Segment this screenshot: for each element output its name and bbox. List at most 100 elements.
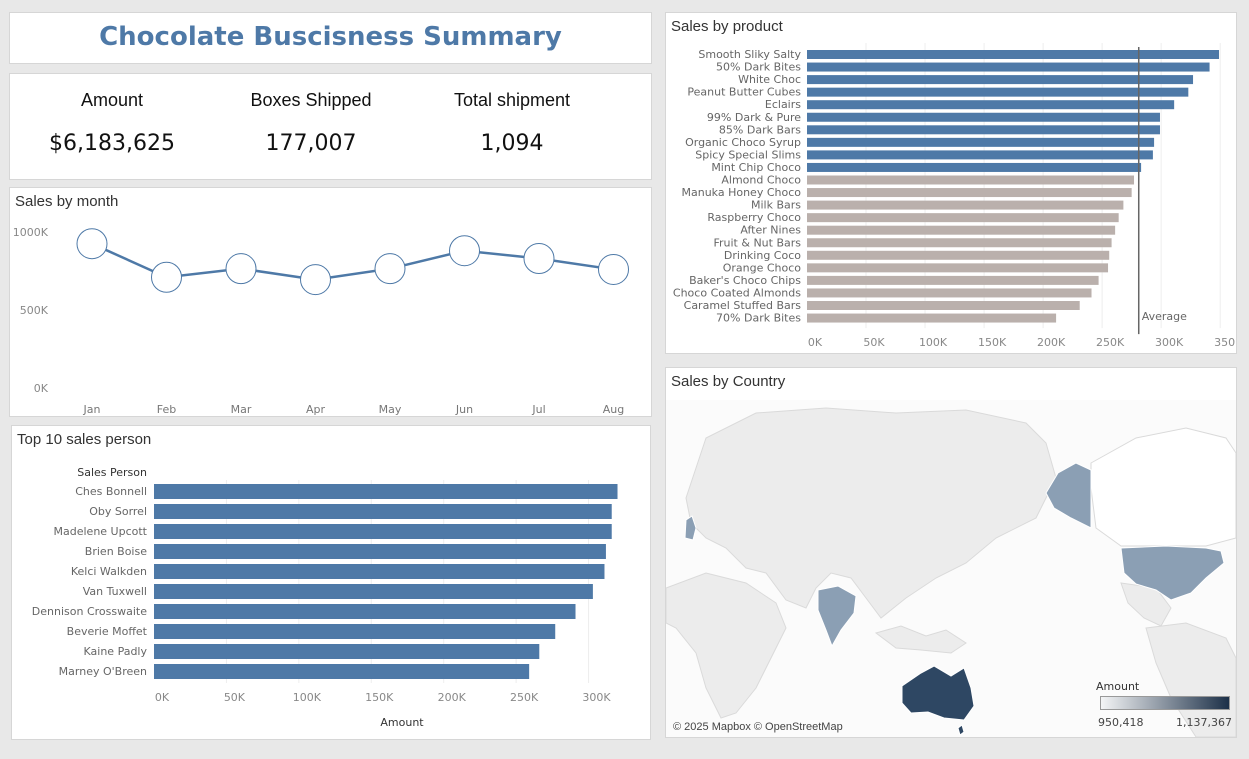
month-xtick-label: Apr (306, 403, 326, 416)
person-bar (154, 664, 530, 679)
person-xtick-label: 50K (224, 691, 246, 704)
person-xtick-label: 250K (510, 691, 539, 704)
person-category-label: Kelci Walkden (71, 565, 147, 578)
product-bar (807, 188, 1132, 198)
person-category-label: Oby Sorrel (89, 505, 147, 518)
product-bar (807, 137, 1155, 147)
product-category-label: 50% Dark Bites (716, 61, 801, 74)
person-category-label: Marney O'Breen (59, 665, 147, 678)
sales-by-month-chart: 0K 500K 1000K Jan Feb Mar Apr May Jun Jul Aug (13, 226, 629, 416)
person-xtick-label: 0K (155, 691, 170, 704)
product-bar (807, 275, 1099, 285)
product-xtick-label: 300K (1155, 336, 1184, 349)
product-bar (807, 175, 1135, 185)
person-xtick-label: 200K (438, 691, 467, 704)
product-category-label: Drinking Coco (724, 249, 801, 262)
map-legend: Amount 950,418 1,137,367 (1094, 678, 1234, 734)
top-sales-person-chart: Sales Person 0K 50K 100K 150K 200K 250K 300K Che… (32, 466, 618, 729)
kpi-amount-label: Amount (80, 90, 144, 110)
sales-by-product-chart: 0K 50K 100K 150K 200K 250K 300K 350K Smooth Slik… (673, 43, 1236, 349)
dashboard-title: Chocolate Buscisness Summary (99, 22, 562, 52)
month-point (598, 253, 629, 285)
title-panel: Chocolate Buscisness Summary (9, 12, 652, 64)
person-bar (154, 504, 612, 519)
person-yfield-header: Sales Person (77, 466, 147, 479)
product-category-label: White Choc (738, 73, 801, 86)
map-country-australia (901, 665, 975, 721)
month-point (76, 228, 108, 260)
product-category-label: Fruit & Nut Bars (713, 236, 801, 249)
map-land-africa (666, 572, 787, 719)
month-point (151, 261, 182, 293)
product-category-label: Choco Coated Almonds (673, 286, 801, 299)
kpi-boxes-value: 177,007 (265, 131, 357, 156)
product-bar (807, 112, 1160, 122)
product-category-label: Baker's Choco Chips (689, 274, 801, 287)
product-bar (807, 263, 1109, 273)
legend-title: Amount (1096, 680, 1140, 693)
kpi-boxes-label: Boxes Shipped (250, 90, 372, 110)
person-bar (154, 544, 606, 559)
map-country-uk (684, 515, 697, 541)
month-ytick-label: 0K (34, 382, 49, 395)
product-xtick-label: 250K (1096, 336, 1125, 349)
month-xtick-label: Feb (157, 403, 176, 416)
month-point (449, 235, 480, 267)
person-bar (154, 524, 612, 539)
map-country-usa-alaska (1045, 462, 1092, 529)
product-bar (807, 225, 1116, 235)
product-bar (807, 238, 1112, 248)
product-category-label: Eclairs (765, 98, 801, 111)
person-category-label: Dennison Crosswaite (32, 605, 147, 618)
kpi-amount-value: $6,183,625 (49, 131, 175, 156)
product-bar (807, 200, 1124, 210)
person-xtick-label: 150K (365, 691, 394, 704)
product-bar (807, 62, 1210, 72)
product-category-label: Mint Chip Choco (711, 161, 801, 174)
world-map[interactable] (666, 368, 1236, 737)
sales-by-product-title: Sales by product (671, 18, 783, 35)
kpi-shipment-value: 1,094 (480, 131, 544, 156)
product-average-label: Average (1142, 310, 1187, 323)
person-category-label: Ches Bonnell (75, 485, 147, 498)
product-category-label: 99% Dark & Pure (707, 111, 801, 124)
month-xtick-label: Jun (455, 403, 473, 416)
kpi-panel: Amount $6,183,625 Boxes Shipped 177,007 … (9, 73, 652, 180)
product-bar (807, 162, 1142, 172)
person-category-label: Beverie Moffet (67, 625, 148, 638)
month-ytick-label: 500K (20, 304, 49, 317)
product-category-label: Milk Bars (751, 199, 801, 212)
legend-min: 950,418 (1098, 716, 1144, 729)
product-xtick-label: 50K (863, 336, 885, 349)
sales-by-country-panel: Sales by Country Amount 950,418 1,137,36… (665, 367, 1237, 738)
person-bar (154, 484, 618, 499)
month-xtick-label: Jan (83, 403, 101, 416)
month-point (300, 264, 331, 296)
product-bar (807, 301, 1080, 310)
person-bar (154, 624, 556, 639)
product-bar (807, 100, 1175, 110)
top-sales-person-title: Top 10 sales person (17, 431, 152, 448)
person-xaxis-label: Amount (380, 716, 424, 729)
person-bar (154, 564, 605, 579)
sales-by-product-panel: Sales by product 0K 50K 100K 150K 200K 250K 30… (665, 12, 1237, 354)
product-xtick-label: 0K (808, 336, 823, 349)
product-category-label: Peanut Butter Cubes (687, 86, 801, 99)
product-xtick-label: 100K (919, 336, 948, 349)
map-country-india (817, 585, 857, 648)
product-xtick-label: 200K (1037, 336, 1066, 349)
product-bar (807, 250, 1110, 260)
person-xtick-label: 300K (582, 691, 611, 704)
sales-by-month-title: Sales by month (15, 193, 119, 210)
product-bar (807, 288, 1092, 298)
product-category-label: 85% Dark Bars (719, 123, 801, 136)
map-credit[interactable]: © 2025 Mapbox © OpenStreetMap (673, 721, 843, 733)
month-xtick-label: May (379, 403, 402, 416)
map-country-usa (1120, 545, 1225, 601)
person-bar (154, 644, 540, 659)
month-xtick-label: Jul (531, 403, 545, 416)
product-category-label: Caramel Stuffed Bars (684, 299, 802, 312)
person-xtick-label: 100K (293, 691, 322, 704)
product-bar (807, 50, 1220, 59)
product-category-label: Orange Choco (723, 261, 802, 274)
